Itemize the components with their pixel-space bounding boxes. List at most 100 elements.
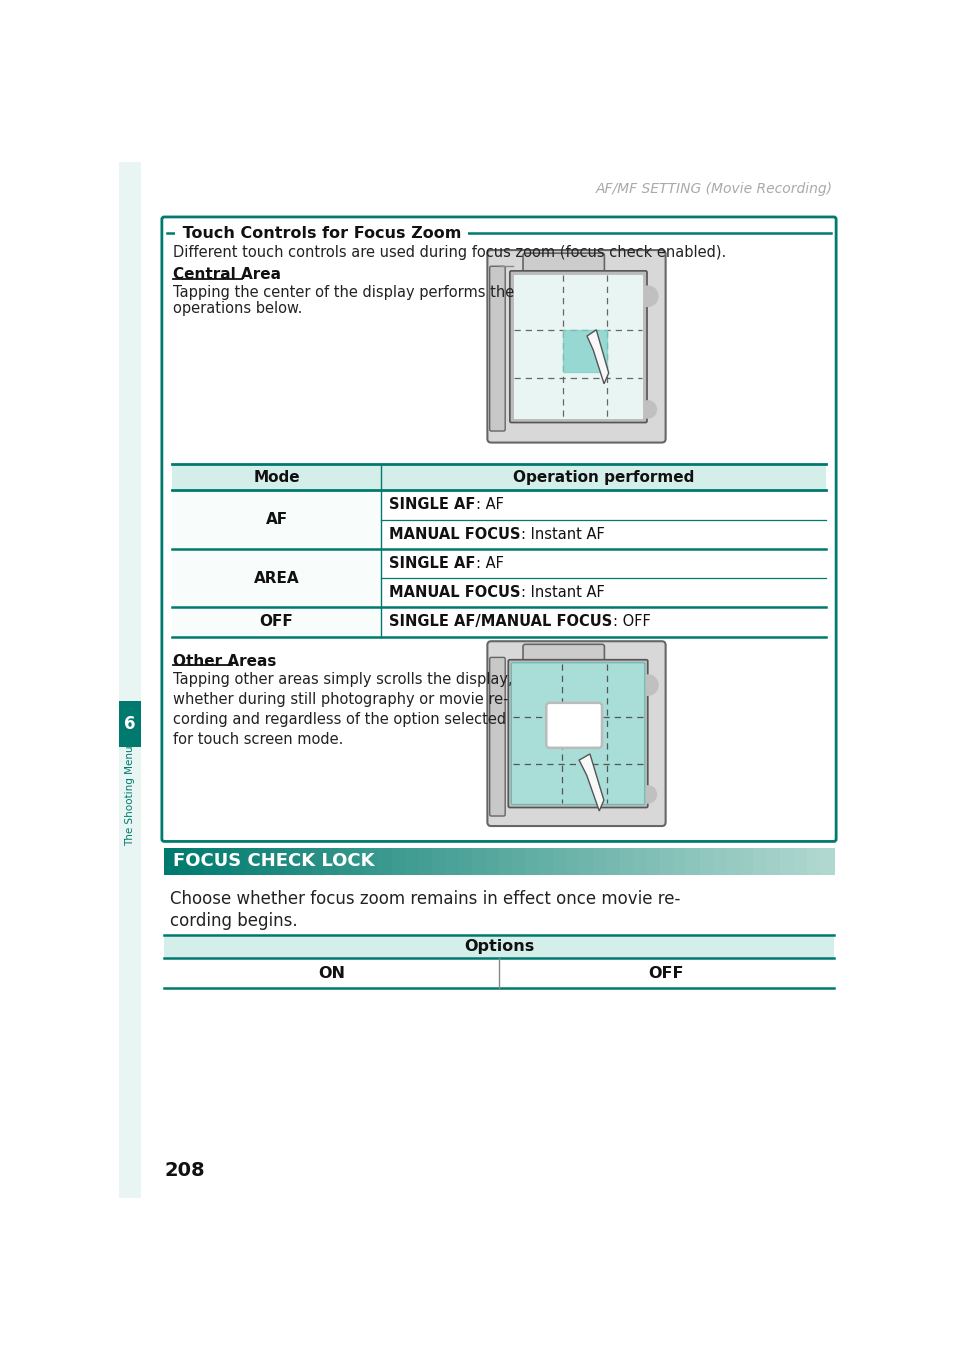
Text: SINGLE AF: SINGLE AF xyxy=(389,498,475,513)
FancyBboxPatch shape xyxy=(508,660,647,808)
Bar xyxy=(418,848,433,875)
Bar xyxy=(325,848,338,875)
Text: Tapping the center of the display performs the: Tapping the center of the display perfor… xyxy=(173,285,515,300)
Bar xyxy=(525,848,539,875)
Bar xyxy=(172,549,381,607)
Bar xyxy=(365,848,379,875)
Bar xyxy=(405,848,419,875)
Bar xyxy=(820,848,834,875)
Text: operations below.: operations below. xyxy=(173,302,302,316)
Text: Choose whether focus zoom remains in effect once movie re-: Choose whether focus zoom remains in eff… xyxy=(171,890,680,909)
FancyBboxPatch shape xyxy=(162,217,835,841)
Text: AF/MF SETTING (Movie Recording): AF/MF SETTING (Movie Recording) xyxy=(595,182,831,197)
Text: : OFF: : OFF xyxy=(613,615,650,630)
Text: : Instant AF: : Instant AF xyxy=(520,586,604,600)
Text: 6: 6 xyxy=(124,715,135,732)
Text: Other Areas: Other Areas xyxy=(173,654,276,669)
Text: Tapping other areas simply scrolls the display,: Tapping other areas simply scrolls the d… xyxy=(173,672,513,686)
Text: The Shooting Menus: The Shooting Menus xyxy=(125,740,135,847)
Circle shape xyxy=(637,676,658,695)
FancyBboxPatch shape xyxy=(546,703,601,748)
FancyBboxPatch shape xyxy=(511,662,644,805)
Text: MANUAL FOCUS: MANUAL FOCUS xyxy=(389,526,520,541)
FancyBboxPatch shape xyxy=(522,645,604,669)
Bar xyxy=(257,848,272,875)
Bar xyxy=(592,848,606,875)
Text: Touch Controls for Focus Zoom: Touch Controls for Focus Zoom xyxy=(176,226,466,241)
Polygon shape xyxy=(578,754,603,810)
FancyBboxPatch shape xyxy=(487,641,665,826)
FancyBboxPatch shape xyxy=(487,250,665,443)
Bar xyxy=(578,848,593,875)
Bar xyxy=(164,848,178,875)
Text: : AF: : AF xyxy=(476,556,503,571)
Bar xyxy=(512,848,526,875)
Bar xyxy=(172,490,381,549)
Bar xyxy=(485,848,499,875)
Text: Different touch controls are used during focus zoom (focus check enabled).: Different touch controls are used during… xyxy=(173,245,726,260)
Bar xyxy=(284,848,298,875)
Bar xyxy=(753,848,767,875)
FancyBboxPatch shape xyxy=(489,267,505,431)
Text: ON: ON xyxy=(317,965,345,981)
Circle shape xyxy=(639,401,656,417)
Bar xyxy=(793,848,807,875)
Bar xyxy=(458,848,473,875)
Text: cording begins.: cording begins. xyxy=(171,911,297,930)
Bar xyxy=(673,848,686,875)
Circle shape xyxy=(637,287,658,307)
Bar xyxy=(231,848,245,875)
Text: cording and regardless of the option selected: cording and regardless of the option sel… xyxy=(173,712,506,727)
Bar xyxy=(645,848,659,875)
Text: SINGLE AF/MANUAL FOCUS: SINGLE AF/MANUAL FOCUS xyxy=(389,615,612,630)
Text: OFF: OFF xyxy=(648,965,683,981)
Bar xyxy=(297,848,312,875)
Text: AF: AF xyxy=(265,511,288,528)
Bar xyxy=(432,848,446,875)
Text: 208: 208 xyxy=(164,1160,205,1179)
Bar xyxy=(659,848,673,875)
Bar xyxy=(177,848,192,875)
Text: SINGLE AF: SINGLE AF xyxy=(389,556,475,571)
Bar xyxy=(713,848,727,875)
Text: Options: Options xyxy=(463,940,534,954)
Bar xyxy=(780,848,794,875)
Bar xyxy=(164,935,833,958)
Text: Central Area: Central Area xyxy=(173,267,281,283)
Text: : Instant AF: : Instant AF xyxy=(520,526,604,541)
Text: FOCUS CHECK LOCK: FOCUS CHECK LOCK xyxy=(173,852,375,871)
Bar xyxy=(244,848,258,875)
Text: OFF: OFF xyxy=(259,615,294,630)
Bar xyxy=(552,848,566,875)
Bar xyxy=(445,848,459,875)
Text: AREA: AREA xyxy=(253,571,299,586)
Bar xyxy=(562,330,606,373)
Bar xyxy=(726,848,740,875)
Bar xyxy=(632,848,646,875)
Bar xyxy=(172,607,381,637)
Bar xyxy=(498,848,513,875)
Bar xyxy=(271,848,285,875)
Bar xyxy=(119,700,141,747)
Text: : AF: : AF xyxy=(476,498,503,513)
Text: Operation performed: Operation performed xyxy=(513,470,694,485)
Bar xyxy=(806,848,821,875)
Bar xyxy=(392,848,406,875)
Polygon shape xyxy=(586,330,608,384)
Bar xyxy=(119,162,141,1198)
FancyBboxPatch shape xyxy=(509,271,646,423)
Bar xyxy=(618,848,633,875)
FancyBboxPatch shape xyxy=(489,657,505,816)
Bar xyxy=(312,848,325,875)
Text: whether during still photography or movie re-: whether during still photography or movi… xyxy=(173,692,509,707)
Bar xyxy=(352,848,365,875)
Bar xyxy=(605,848,619,875)
Bar xyxy=(172,464,825,490)
Bar xyxy=(472,848,486,875)
Bar xyxy=(378,848,393,875)
Circle shape xyxy=(639,786,656,804)
Bar xyxy=(538,848,553,875)
Bar xyxy=(338,848,352,875)
Bar xyxy=(565,848,579,875)
FancyBboxPatch shape xyxy=(522,253,604,277)
